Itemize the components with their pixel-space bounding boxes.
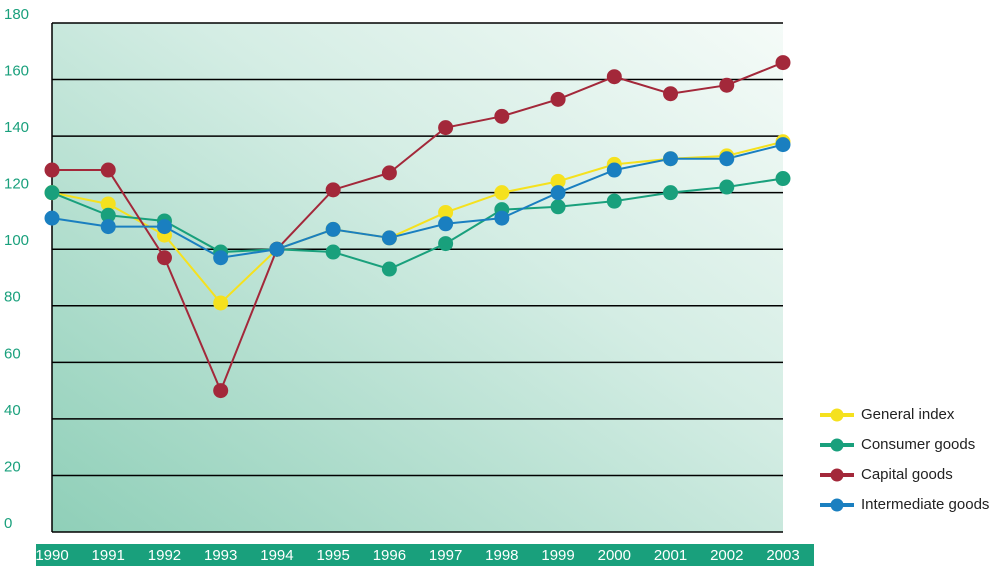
data-point xyxy=(100,162,116,178)
data-point xyxy=(775,55,791,71)
x-tick-label: 1999 xyxy=(541,547,574,564)
data-point xyxy=(494,108,510,124)
data-point xyxy=(438,120,454,136)
y-tick-label: 120 xyxy=(4,176,29,193)
x-tick-label: 1995 xyxy=(316,547,349,564)
y-tick-label: 40 xyxy=(4,402,21,419)
legend-marker xyxy=(830,468,844,482)
legend-marker xyxy=(830,438,844,452)
data-point xyxy=(606,162,622,178)
series-line xyxy=(51,177,784,271)
legend-label: Consumer goods xyxy=(861,436,975,453)
legend-label: Intermediate goods xyxy=(861,496,989,513)
series-line xyxy=(51,143,784,259)
data-point xyxy=(550,185,566,201)
data-point xyxy=(719,77,735,93)
data-point xyxy=(663,86,679,102)
data-point xyxy=(44,210,60,226)
y-tick-label: 60 xyxy=(4,345,21,362)
data-point xyxy=(606,193,622,209)
data-point xyxy=(325,221,341,237)
legend-marker xyxy=(830,408,844,422)
data-point xyxy=(213,250,229,266)
data-point xyxy=(381,230,397,246)
legend-label: General index xyxy=(861,406,955,423)
x-tick-label: 1993 xyxy=(204,547,237,564)
data-point xyxy=(156,219,172,235)
data-point xyxy=(550,199,566,215)
data-point xyxy=(100,207,116,223)
x-axis-band xyxy=(36,544,814,566)
data-point xyxy=(606,69,622,85)
data-point xyxy=(663,151,679,167)
data-point xyxy=(494,185,510,201)
data-point xyxy=(438,204,454,220)
y-tick-label: 80 xyxy=(4,289,21,306)
data-point xyxy=(325,244,341,260)
x-tick-label: 2002 xyxy=(710,547,743,564)
x-tick-label: 2000 xyxy=(598,547,631,564)
data-point xyxy=(550,91,566,107)
y-tick-label: 100 xyxy=(4,232,29,249)
data-point xyxy=(325,182,341,198)
legend-marker xyxy=(830,498,844,512)
data-point xyxy=(775,171,791,187)
x-tick-label: 1990 xyxy=(35,547,68,564)
x-tick-label: 1997 xyxy=(429,547,462,564)
data-point xyxy=(775,137,791,153)
x-tick-label: 1994 xyxy=(260,547,293,564)
x-tick-label: 2001 xyxy=(654,547,687,564)
data-point xyxy=(438,236,454,252)
data-point xyxy=(269,241,285,257)
data-point xyxy=(44,185,60,201)
data-point xyxy=(381,165,397,181)
x-tick-label: 1996 xyxy=(373,547,406,564)
x-tick-label: 1998 xyxy=(485,547,518,564)
data-point xyxy=(100,196,116,212)
y-tick-label: 140 xyxy=(4,119,29,136)
data-point xyxy=(494,210,510,226)
legend-label: Capital goods xyxy=(861,466,953,483)
data-point xyxy=(550,173,566,189)
data-point xyxy=(663,185,679,201)
data-point xyxy=(156,250,172,266)
data-point xyxy=(719,151,735,167)
series-line xyxy=(52,61,784,394)
data-point xyxy=(719,179,735,195)
data-point xyxy=(438,216,454,232)
x-tick-label: 2003 xyxy=(766,547,799,564)
x-tick-label: 1991 xyxy=(92,547,125,564)
data-point xyxy=(381,261,397,277)
data-point xyxy=(100,219,116,235)
y-tick-label: 0 xyxy=(4,515,12,532)
data-point xyxy=(213,383,229,399)
data-point xyxy=(213,295,229,311)
x-tick-label: 1992 xyxy=(148,547,181,564)
y-tick-label: 20 xyxy=(4,458,21,475)
data-point xyxy=(44,162,60,178)
y-tick-label: 160 xyxy=(4,63,29,80)
y-tick-label: 180 xyxy=(4,6,29,23)
